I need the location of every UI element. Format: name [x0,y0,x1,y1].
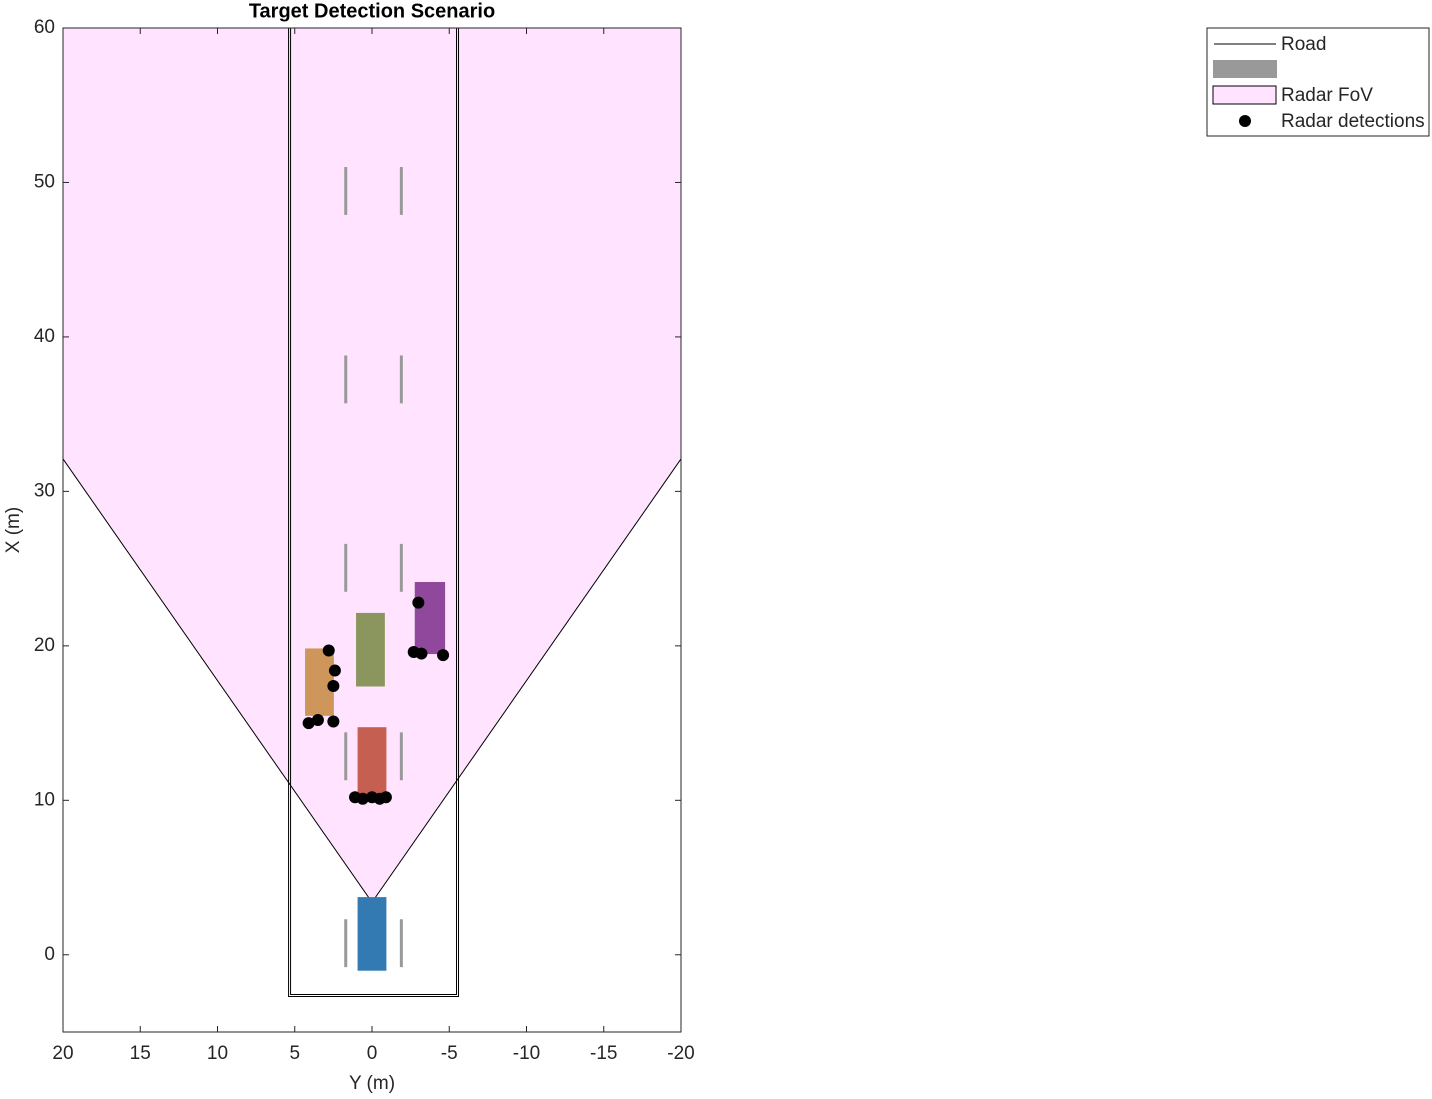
legend-label: Road [1281,34,1326,55]
legend-detection-swatch [1239,115,1251,127]
x-axis-label: Y (m) [349,1073,395,1094]
legend-label: Radar FoV [1281,85,1373,106]
x-tick-label: 10 [207,1043,228,1064]
radar-detection [356,792,369,805]
x-tick-label: 15 [130,1043,151,1064]
radar-detection [379,791,392,804]
radar-fov [63,28,681,903]
x-tick-label: 20 [52,1043,73,1064]
legend-lane-swatch [1213,60,1277,78]
vehicle [414,582,446,655]
radar-detection [412,596,425,609]
x-tick-label: 5 [289,1043,300,1064]
vehicle [357,897,387,971]
radar-detection [415,647,428,660]
road-edge [288,28,460,997]
plot-area [62,28,682,997]
y-tick-label: 40 [34,326,55,347]
radar-detection [437,649,450,662]
x-tick-label: -20 [667,1043,694,1064]
chart-title: Target Detection Scenario [249,0,495,22]
radar-detection [327,715,340,728]
y-tick-label: 10 [34,789,55,810]
x-tick-label: -10 [513,1043,540,1064]
road-edge [290,28,458,995]
radar-detection [327,680,340,693]
radar-detection [311,713,324,726]
y-axis-label: X (m) [3,507,24,553]
y-tick-label: 20 [34,635,55,656]
legend: Road Radar FoV Radar detections [1212,34,1425,132]
radar-detection [322,644,335,657]
y-tick-label: 60 [34,17,55,38]
y-tick-label: 30 [34,480,55,501]
vehicle [356,612,385,687]
x-tick-label: 0 [367,1043,378,1064]
vehicle [357,727,387,798]
legend-fov-swatch [1212,85,1277,105]
legend-label: Radar detections [1281,111,1425,132]
y-tick-label: 0 [44,944,55,965]
radar-detection [302,717,315,730]
radar-detection [328,664,341,677]
x-tick-label: -15 [590,1043,617,1064]
y-tick-label: 50 [34,171,55,192]
x-tick-label: -5 [441,1043,458,1064]
